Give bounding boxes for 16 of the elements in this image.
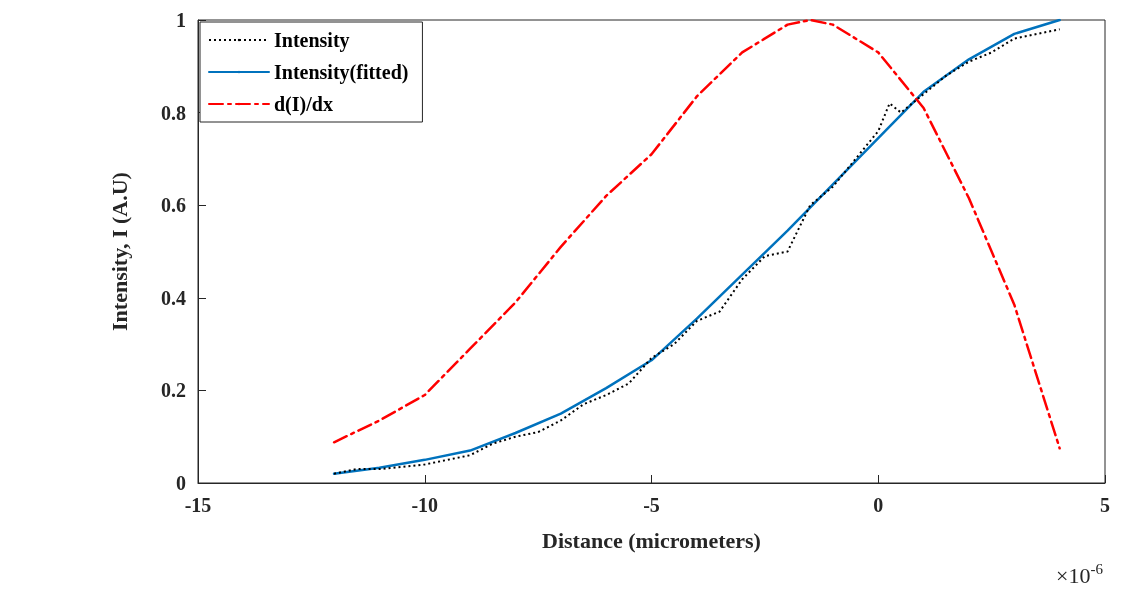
legend-label: d(I)/dx xyxy=(274,93,333,116)
x-tick-label: -10 xyxy=(411,494,439,516)
x-tick-label: -15 xyxy=(184,494,212,516)
y-tick-label: 0.6 xyxy=(161,194,186,217)
y-axis-title: Intensity, I (A.U) xyxy=(106,172,132,331)
y-tick-label: 0.4 xyxy=(161,286,186,309)
legend-label: Intensity(fitted) xyxy=(274,61,409,84)
x-tick-label: -5 xyxy=(643,494,660,516)
y-tick-label: 1 xyxy=(176,9,186,31)
x-axis-title: Distance (micrometers) xyxy=(542,527,761,553)
y-tick-label: 0.2 xyxy=(161,379,186,402)
x-tick-label: 0 xyxy=(873,494,884,516)
legend-label: Intensity xyxy=(274,29,350,52)
y-tick-label: 0.8 xyxy=(161,101,186,124)
x-tick-label: 5 xyxy=(1100,494,1110,516)
y-tick-label: 0 xyxy=(176,472,186,494)
